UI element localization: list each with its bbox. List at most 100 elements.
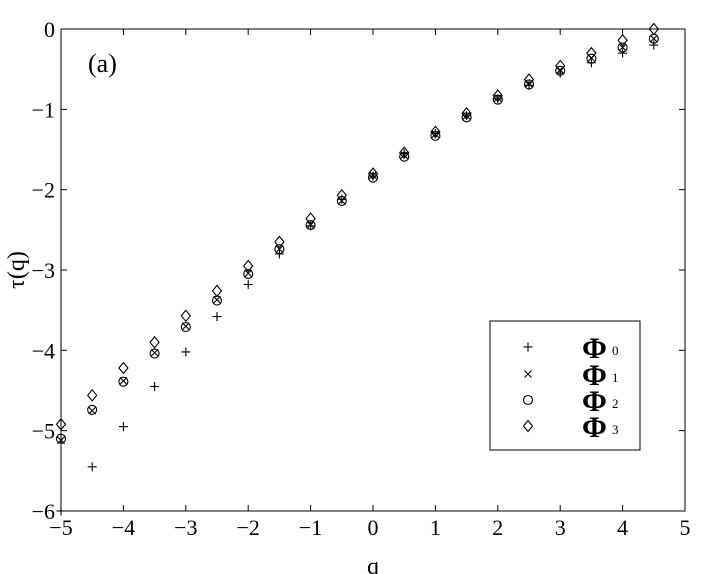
data-point-circle-phi-2 bbox=[118, 376, 129, 387]
data-point-circle-phi-2 bbox=[492, 94, 503, 105]
data-point-circle-phi-2 bbox=[149, 348, 160, 359]
data-point-circle-phi-2 bbox=[243, 268, 254, 280]
legend-label-subscript: 2 bbox=[612, 396, 619, 411]
data-point-diamond-phi-3 bbox=[211, 284, 223, 298]
y-tick-label: −2 bbox=[32, 178, 55, 203]
data-point-circle-phi-2 bbox=[305, 219, 316, 231]
legend-box bbox=[489, 320, 641, 451]
y-tick-label: 0 bbox=[44, 17, 55, 42]
data-point-x-phi-1 bbox=[150, 348, 159, 357]
x-tick-label: 1 bbox=[430, 515, 441, 540]
data-point-x-phi-1 bbox=[369, 171, 377, 180]
y-tick-label: −6 bbox=[32, 499, 55, 524]
data-point-diamond-phi-3 bbox=[648, 22, 660, 36]
legend-marker-circle bbox=[522, 394, 534, 406]
data-point-x-phi-1 bbox=[649, 34, 658, 43]
data-point-diamond-phi-3 bbox=[586, 46, 597, 60]
legend-label-subscript: 0 bbox=[612, 343, 619, 358]
data-point-plus-phi-0 bbox=[306, 221, 316, 231]
x-tick-label: −3 bbox=[174, 515, 197, 540]
series-phi-3 bbox=[55, 22, 660, 431]
data-point-plus-phi-0 bbox=[212, 312, 222, 322]
data-point-diamond-phi-3 bbox=[118, 361, 129, 375]
data-point-plus-phi-0 bbox=[243, 279, 253, 289]
data-point-x-phi-1 bbox=[181, 322, 190, 331]
data-point-circle-phi-2 bbox=[399, 151, 410, 162]
x-tick-label: 3 bbox=[555, 515, 566, 540]
data-point-diamond-phi-3 bbox=[492, 89, 504, 103]
x-tick-label: 0 bbox=[368, 515, 379, 540]
x-tick-label: −2 bbox=[236, 515, 259, 540]
data-point-diamond-phi-3 bbox=[461, 106, 472, 120]
legend-marker-x bbox=[524, 370, 532, 378]
data-point-plus-phi-0 bbox=[150, 381, 160, 391]
data-point-x-phi-1 bbox=[275, 245, 284, 254]
x-tick-label: 2 bbox=[492, 515, 503, 540]
legend-label: Φ bbox=[582, 359, 607, 392]
data-point-circle-phi-2 bbox=[617, 42, 628, 53]
data-point-circle-phi-2 bbox=[461, 112, 472, 123]
x-tick-label: 5 bbox=[680, 515, 691, 540]
y-tick-label: −1 bbox=[32, 97, 55, 122]
data-point-plus-phi-0 bbox=[118, 422, 128, 432]
data-point-diamond-phi-3 bbox=[305, 212, 316, 225]
data-point-x-phi-1 bbox=[306, 221, 315, 229]
data-point-diamond-phi-3 bbox=[274, 235, 285, 249]
data-point-circle-phi-2 bbox=[367, 172, 379, 183]
data-point-diamond-phi-3 bbox=[367, 167, 379, 180]
data-point-diamond-phi-3 bbox=[242, 259, 254, 273]
data-point-x-phi-1 bbox=[244, 269, 253, 278]
legend-label: Φ bbox=[582, 385, 607, 418]
data-point-diamond-phi-3 bbox=[523, 73, 535, 86]
y-tick-label: −4 bbox=[32, 338, 55, 363]
x-tick-label: 4 bbox=[617, 515, 628, 540]
data-point-x-phi-1 bbox=[525, 79, 533, 88]
legend: Φ 0Φ 1Φ 2Φ 3 bbox=[489, 320, 641, 451]
data-point-diamond-phi-3 bbox=[430, 125, 441, 139]
y-axis-label: τ(q) bbox=[4, 251, 30, 289]
legend-label-subscript: 3 bbox=[612, 422, 619, 437]
panel-label: (a) bbox=[88, 49, 117, 78]
data-point-diamond-phi-3 bbox=[336, 188, 348, 202]
data-point-diamond-phi-3 bbox=[180, 309, 192, 323]
data-point-circle-phi-2 bbox=[87, 404, 98, 415]
data-point-circle-phi-2 bbox=[555, 65, 566, 76]
legend-marker-plus bbox=[523, 342, 533, 352]
axis-ticks: −5 −4 −3 −2 −1 0 1 2 3 4 5−6−5−4−3−2−10 bbox=[32, 17, 691, 540]
x-tick-label: −5 bbox=[49, 515, 72, 540]
legend-label: Φ bbox=[582, 332, 607, 365]
data-point-diamond-phi-3 bbox=[617, 33, 628, 47]
legend-items: Φ 0Φ 1Φ 2Φ 3 bbox=[522, 332, 619, 444]
legend-marker-diamond bbox=[522, 419, 534, 433]
legend-label-subscript: 1 bbox=[612, 370, 619, 385]
data-point-x-phi-1 bbox=[556, 66, 565, 74]
y-tick-label: −3 bbox=[32, 258, 55, 283]
data-point-diamond-phi-3 bbox=[86, 388, 98, 402]
data-point-x-phi-1 bbox=[119, 376, 128, 385]
data-point-circle-phi-2 bbox=[430, 130, 441, 141]
data-point-plus-phi-0 bbox=[87, 462, 97, 472]
data-point-diamond-phi-3 bbox=[149, 335, 160, 349]
data-point-diamond-phi-3 bbox=[398, 146, 410, 160]
data-point-circle-phi-2 bbox=[523, 79, 535, 90]
data-point-x-phi-1 bbox=[213, 295, 221, 304]
data-marks bbox=[55, 22, 660, 516]
data-point-circle-phi-2 bbox=[180, 321, 191, 333]
data-point-x-phi-1 bbox=[618, 43, 627, 52]
x-tick-label: −4 bbox=[112, 515, 135, 540]
data-point-circle-phi-2 bbox=[274, 244, 285, 255]
data-point-x-phi-1 bbox=[88, 406, 97, 415]
data-point-diamond-phi-3 bbox=[554, 59, 566, 73]
data-point-plus-phi-0 bbox=[181, 347, 191, 357]
data-point-plus-phi-0 bbox=[618, 48, 628, 58]
y-tick-label: −5 bbox=[32, 419, 55, 444]
data-point-circle-phi-2 bbox=[336, 195, 347, 206]
legend-label: Φ bbox=[582, 411, 607, 444]
data-point-plus-phi-0 bbox=[649, 40, 659, 50]
